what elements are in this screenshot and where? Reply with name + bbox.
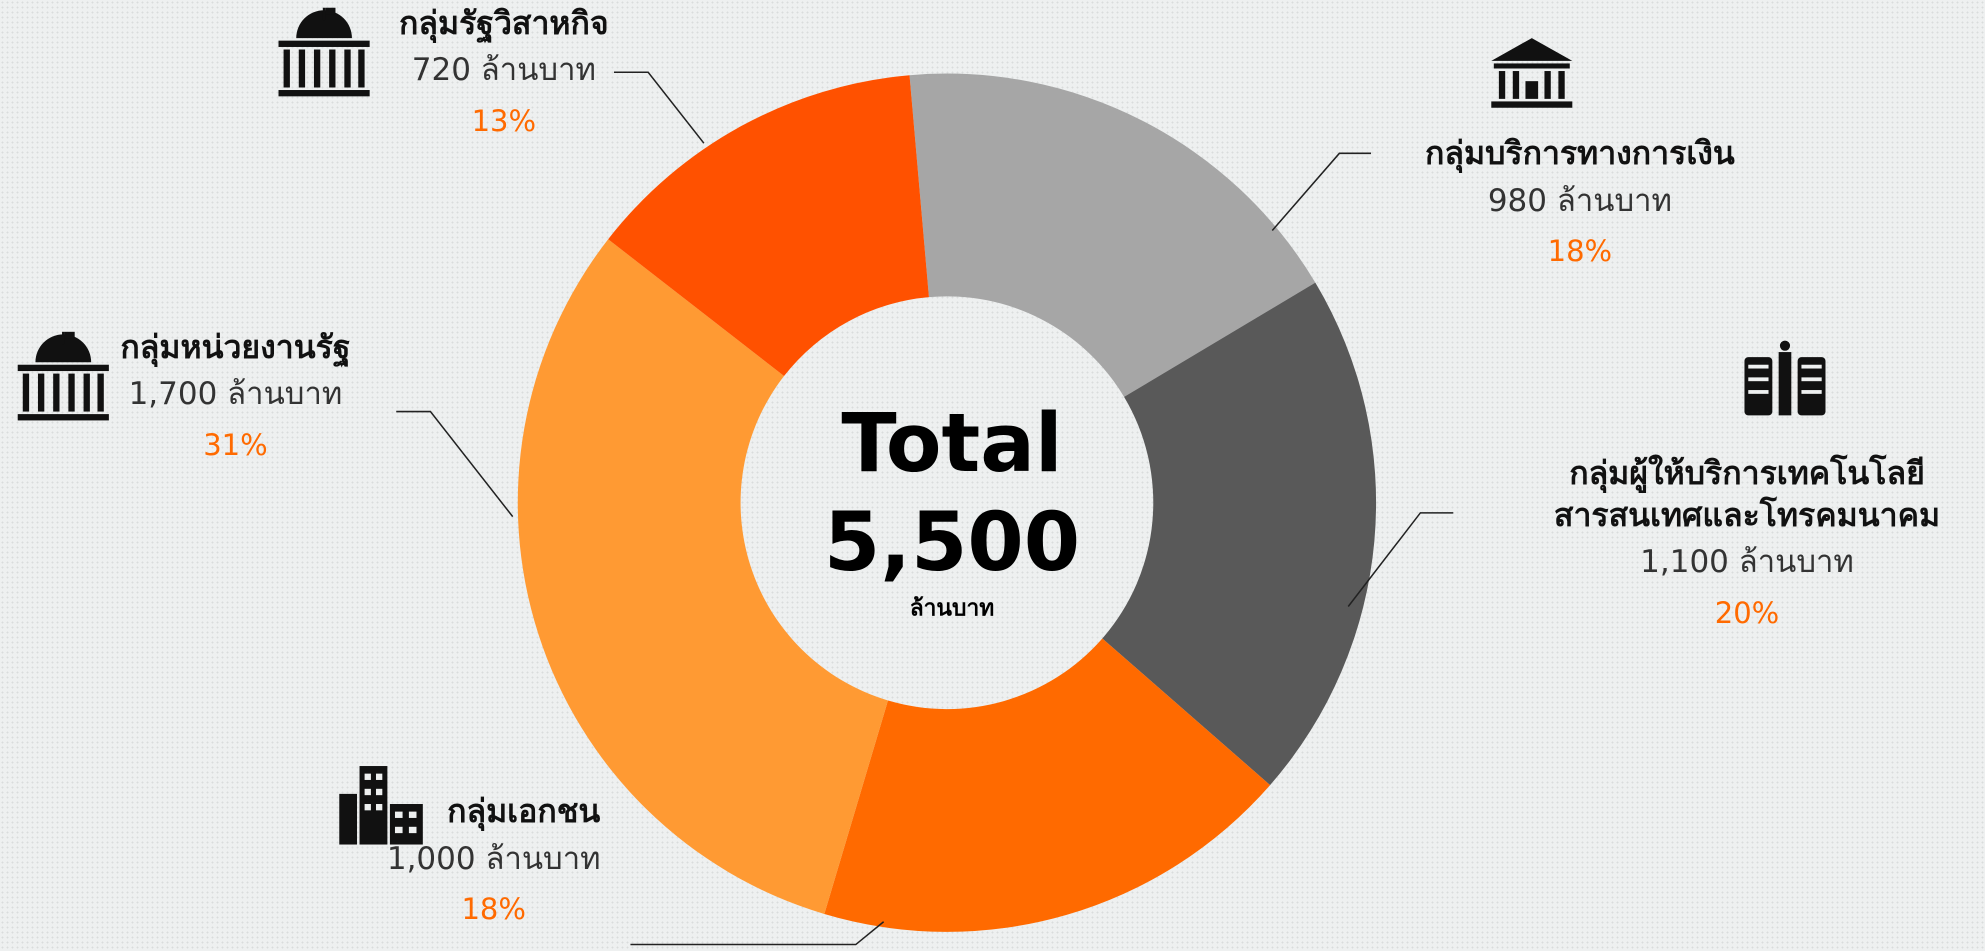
donut-slice <box>608 75 929 377</box>
value-label: 1,000 ล้านบาท <box>386 840 601 877</box>
slice-label: กลุ่มเอกชน 1,000 ล้านบาท 18% <box>387 791 601 935</box>
slice-label: กลุ่มบริการทางการเงิน 980 ล้านบาท 18% <box>1425 133 1735 277</box>
slice-label: กลุ่มผู้ให้บริการเทคโนโลยีสารสนเทศและโทร… <box>1517 453 1977 638</box>
percent-label: 18% <box>1547 234 1613 269</box>
category-label: กลุ่มบริการทางการเงิน <box>1425 133 1735 172</box>
percent-label: 18% <box>461 892 526 927</box>
total: 5,500 <box>824 496 1080 590</box>
category-label: กลุ่มเอกชน <box>447 792 601 831</box>
donut-slice <box>517 239 888 914</box>
percent-label: 20% <box>1714 596 1780 631</box>
donut-slice <box>824 638 1271 932</box>
percent-label: 13% <box>471 103 537 138</box>
category-label: กลุ่มรัฐวิสาหกิจ <box>399 3 609 42</box>
value-label: 980 ล้านบาท <box>1487 182 1672 219</box>
value-label: 720 ล้านบาท <box>411 52 596 89</box>
slice-label: กลุ่มหน่วยงานรัฐ 1,700 ล้านบาท 31% <box>120 327 350 471</box>
leader-lines <box>396 71 1454 946</box>
category-label: กลุ่มผู้ให้บริการเทคโนโลยีสารสนเทศและโทร… <box>1553 454 1941 534</box>
total-unit: ล้านบาท <box>910 595 995 621</box>
value-label: 1,700 ล้านบาท <box>128 376 343 413</box>
value-label: 1,100 ล้านบาท <box>1640 544 1854 581</box>
icons <box>17 7 1826 845</box>
center-title: Total <box>841 397 1062 491</box>
slice-label: กลุ่มรัฐวิสาหกิจ 720 ล้านบาท 13% <box>399 3 609 147</box>
percent-label: 31% <box>203 427 268 462</box>
donut-slice <box>909 73 1316 397</box>
donut-slice <box>1102 282 1377 786</box>
category-label: กลุ่มหน่วยงานรัฐ <box>120 327 351 366</box>
